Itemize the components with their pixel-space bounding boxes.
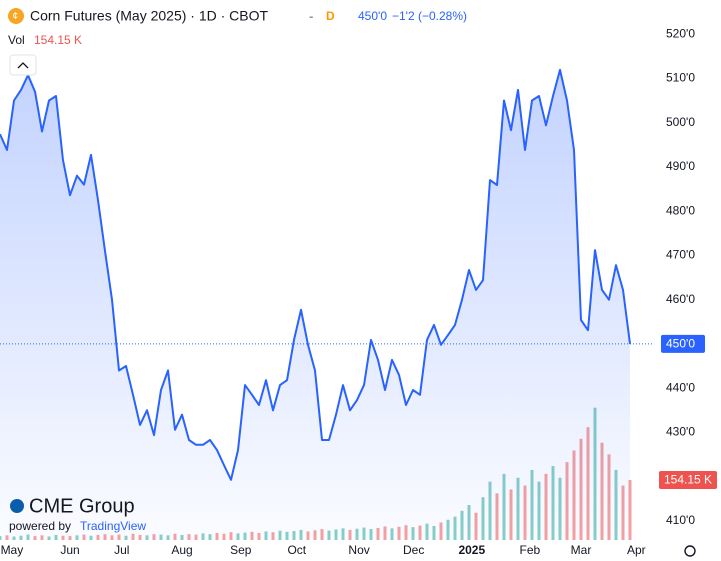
symbol-icon-glyph: ¢ <box>13 11 19 22</box>
x-tick-label: May <box>1 543 24 557</box>
price-change: −1'2 (−0.28%) <box>392 9 467 23</box>
settings-icon[interactable] <box>684 545 696 557</box>
x-tick-label: Feb <box>520 543 541 557</box>
cme-logo: CME Group powered by TradingView <box>9 495 146 533</box>
y-tick-label: 490'0 <box>666 159 695 173</box>
logo-text: CME Group <box>29 495 135 517</box>
chevron-icon <box>17 62 29 69</box>
last-price-box <box>661 334 705 353</box>
x-tick-label: Jul <box>114 543 129 557</box>
last-price: 450'0 <box>358 9 387 23</box>
x-tick-label: Nov <box>348 543 369 557</box>
price-line <box>0 68 631 481</box>
symbol-icon <box>8 8 24 24</box>
x-tick-label: 2025 <box>458 543 485 557</box>
y-tick-label: 410'0 <box>666 513 695 527</box>
area <box>0 69 630 541</box>
separator: - <box>309 8 313 23</box>
x-tick-label: Jun <box>60 543 79 557</box>
platform: TradingView <box>80 519 146 533</box>
collapse-button[interactable] <box>9 54 37 76</box>
powered-by: powered by <box>9 519 71 533</box>
x-tick-label: Apr <box>627 543 646 557</box>
x-tick-label: Dec <box>403 543 424 557</box>
volume-box <box>659 471 717 490</box>
x-tick-label: Sep <box>230 543 252 557</box>
y-tick-label: 510'0 <box>666 71 695 85</box>
last-price-axis-label: 450'0 <box>666 337 695 351</box>
vol-value: 154.15 K <box>34 33 82 47</box>
y-tick-label: 500'0 <box>666 115 695 129</box>
title: Corn Futures (May 2025) · 1D · CBOT <box>30 8 269 24</box>
x-tick-label: Oct <box>287 543 306 557</box>
volume-axis-label: 154.15 K <box>664 473 712 487</box>
source-flag: D <box>326 9 335 23</box>
x-tick-label: Aug <box>171 543 192 557</box>
y-tick-label: 480'0 <box>666 203 695 217</box>
x-tick-label: Mar <box>571 543 592 557</box>
y-tick-label: 430'0 <box>666 425 695 439</box>
y-tick-label: 440'0 <box>666 380 695 394</box>
vol-label: Vol <box>8 33 25 47</box>
y-tick-label: 470'0 <box>666 248 695 262</box>
y-tick-label: 520'0 <box>666 26 695 40</box>
y-tick-label: 460'0 <box>666 292 695 306</box>
plot-area <box>0 68 632 541</box>
